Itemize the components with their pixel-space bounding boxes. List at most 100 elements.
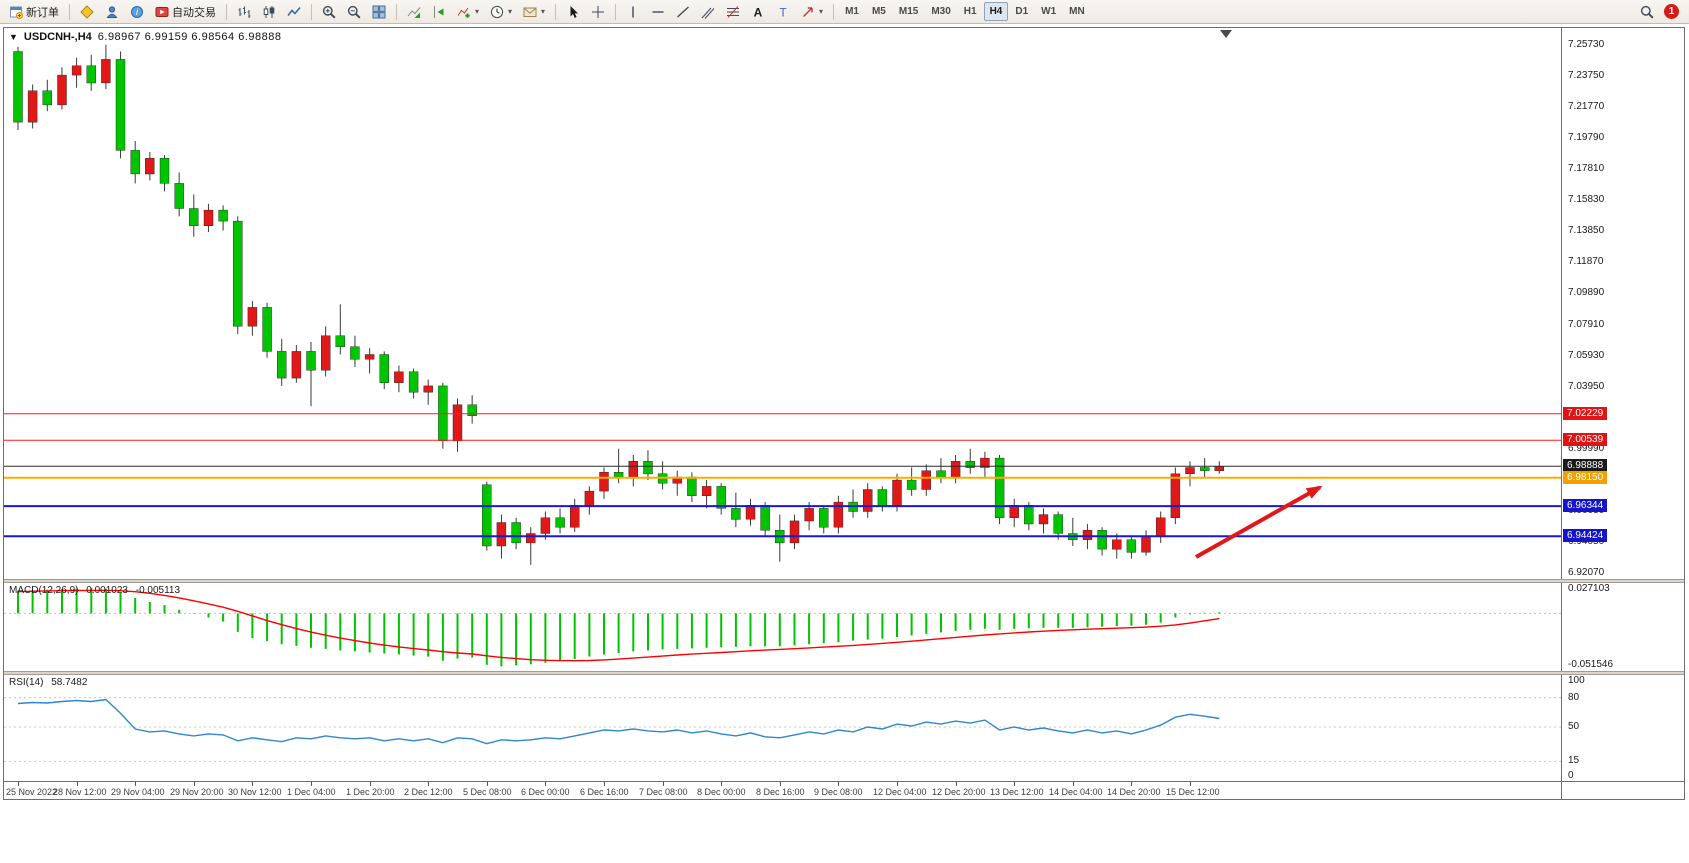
vertical-line-button[interactable]: [621, 2, 645, 22]
line-chart-button[interactable]: [282, 2, 306, 22]
resistance-line-2-badge: 7.00539: [1563, 433, 1608, 447]
time-tick-label: 15 Dec 12:00: [1166, 787, 1220, 797]
zoom-in-icon: [322, 5, 336, 19]
candle: [13, 51, 23, 123]
bar-chart-button[interactable]: [232, 2, 256, 22]
navigator-button[interactable]: [100, 2, 124, 22]
svg-text:A: A: [754, 5, 763, 19]
notifications-badge[interactable]: 1: [1664, 4, 1679, 19]
timeframe-mn-button[interactable]: MN: [1063, 2, 1091, 21]
time-tick-label: 14 Dec 20:00: [1107, 787, 1161, 797]
time-tick: [721, 782, 722, 786]
price-chart[interactable]: [4, 28, 1561, 579]
zoom-out-button[interactable]: [342, 2, 366, 22]
fibonacci-button[interactable]: [721, 2, 745, 22]
search-icon: [1640, 5, 1654, 19]
candle: [364, 354, 375, 360]
one-click-trading-toggle[interactable]: ▼: [9, 32, 18, 42]
macd-scale-max: 0.027103: [1568, 583, 1610, 594]
rsi-scale-label: 50: [1568, 721, 1580, 733]
time-tick: [77, 782, 78, 786]
trendline-button[interactable]: [671, 2, 695, 22]
macd-scale-min: -0.051546: [1568, 659, 1614, 671]
time-tick-label: 13 Dec 12:00: [990, 787, 1044, 797]
macd-scale[interactable]: 0.027103 -0.051546: [1561, 583, 1684, 671]
periods-button[interactable]: ▾: [485, 2, 517, 22]
arrows-button[interactable]: ▾: [796, 2, 828, 22]
periods-icon: [490, 5, 504, 19]
price-tick-label: 7.19790: [1568, 132, 1605, 144]
line-chart-icon: [287, 5, 301, 19]
candle: [731, 508, 741, 520]
price-tick-label: 6.92070: [1568, 567, 1605, 579]
timeframe-m5-button[interactable]: M5: [866, 2, 892, 21]
rsi-scale[interactable]: 100 80 50 15 0: [1561, 675, 1684, 781]
timeframe-m1-button[interactable]: M1: [839, 2, 865, 21]
profiles-button[interactable]: [75, 2, 99, 22]
rsi-chart[interactable]: [4, 675, 1561, 781]
macd-indicator-label: MACD(12,26,9) 0.001023 -0.005113: [9, 585, 185, 596]
candle: [203, 209, 214, 227]
data-window-button[interactable]: i: [125, 2, 149, 22]
horizontal-line-button[interactable]: [646, 2, 670, 22]
price-scale[interactable]: 7.25730 7.23750 7.21770 7.19790 7.17810 7.158…: [1561, 28, 1684, 579]
candle: [980, 457, 990, 468]
candlestick-chart-button[interactable]: [257, 2, 281, 22]
toolbar-separator: [69, 3, 70, 20]
candle: [789, 520, 800, 544]
indicators-icon: [457, 5, 471, 19]
candle: [86, 65, 97, 84]
chart-shift-button[interactable]: [427, 2, 451, 22]
candle: [716, 486, 726, 509]
timeframe-h1-button[interactable]: H1: [958, 2, 983, 21]
timeframe-m15-button[interactable]: M15: [893, 2, 924, 21]
navigator-icon: [105, 5, 119, 19]
text-button[interactable]: A: [746, 2, 770, 22]
profiles-icon: [80, 4, 94, 19]
indicators-button[interactable]: ▾: [452, 2, 484, 22]
time-scale[interactable]: 25 Nov 2022 28 Nov 12:00 29 Nov 04:00 29 No…: [4, 782, 1561, 799]
time-tick-label: 30 Nov 12:00: [228, 787, 282, 797]
zoom-in-button[interactable]: [317, 2, 341, 22]
templates-button[interactable]: ▾: [518, 2, 550, 22]
candle: [1024, 505, 1034, 525]
macd-chart[interactable]: [4, 583, 1561, 671]
candle: [760, 505, 770, 531]
auto-trading-button[interactable]: 自动交易: [150, 1, 221, 23]
pane-splitter[interactable]: [4, 671, 1684, 675]
auto-scroll-button[interactable]: [402, 2, 426, 22]
price-tick-label: 7.09890: [1568, 287, 1605, 299]
search-button[interactable]: [1635, 2, 1659, 22]
candle: [584, 490, 595, 506]
price-tick-label: 7.11870: [1568, 256, 1604, 268]
crosshair-button[interactable]: [586, 2, 610, 22]
price-tick-label: 7.17810: [1568, 163, 1605, 175]
channel-button[interactable]: [696, 2, 720, 22]
timeframe-w1-button[interactable]: W1: [1035, 2, 1062, 21]
chevron-down-icon: ▾: [819, 7, 824, 16]
candle: [1097, 530, 1107, 550]
trendline-icon: [676, 5, 690, 19]
candle: [526, 533, 536, 544]
candle: [599, 472, 609, 492]
chart-shift-marker[interactable]: [1220, 30, 1232, 38]
candle: [1170, 473, 1181, 518]
cursor-button[interactable]: [561, 2, 585, 22]
price-pane: ▼ USDCNH-,H4 6.98967 6.99159 6.98564 6.9…: [4, 28, 1561, 579]
timeframe-h4-button[interactable]: H4: [983, 2, 1009, 21]
time-tick: [897, 782, 898, 786]
time-tick: [252, 782, 253, 786]
text-label-button[interactable]: T: [771, 2, 795, 22]
new-order-button[interactable]: 新订单: [4, 1, 64, 23]
time-tick: [1190, 782, 1191, 786]
candle: [511, 522, 521, 544]
timeframe-m30-button[interactable]: M30: [925, 2, 956, 21]
timeframe-d1-button[interactable]: D1: [1009, 2, 1034, 21]
chevron-down-icon: ▾: [475, 7, 480, 16]
time-tick: [1131, 782, 1132, 786]
new-order-button-label: 新订单: [26, 6, 59, 19]
trend-arrow[interactable]: [1195, 485, 1323, 559]
tile-windows-button[interactable]: [367, 2, 391, 22]
candle: [613, 472, 624, 478]
pane-splitter[interactable]: [4, 579, 1684, 583]
